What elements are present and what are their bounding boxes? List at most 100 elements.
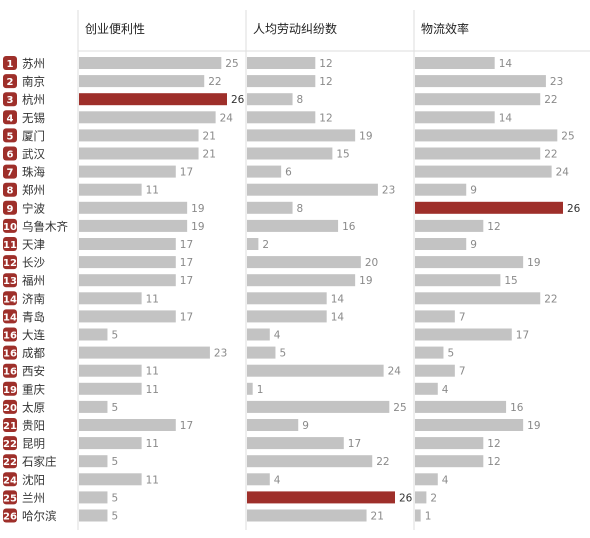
rank-label: 21	[3, 421, 17, 432]
value-label: 2	[430, 492, 437, 504]
bar	[79, 57, 222, 69]
bar	[247, 292, 327, 305]
city-label: 厦门	[22, 129, 45, 143]
bar	[415, 419, 524, 431]
bar	[247, 183, 378, 196]
bar	[79, 183, 142, 196]
rank-label: 10	[3, 222, 17, 233]
bar	[415, 274, 501, 287]
bar	[415, 346, 444, 359]
rank-badge	[3, 92, 17, 107]
bar	[247, 129, 356, 142]
value-label: 2	[262, 239, 269, 251]
city-label: 南京	[22, 75, 45, 89]
panel-title: 物流效率	[421, 21, 469, 36]
bar	[79, 111, 216, 124]
bar	[79, 238, 176, 250]
bar	[247, 111, 316, 124]
rank-badge	[3, 110, 17, 125]
bar	[79, 400, 108, 413]
bar	[415, 364, 455, 377]
bar	[415, 491, 427, 504]
bar	[247, 57, 316, 69]
bar	[247, 509, 367, 522]
rank-label: 20	[3, 403, 17, 414]
rank-label: 19	[3, 385, 17, 396]
bar	[79, 310, 176, 323]
value-label: 5	[279, 348, 286, 360]
bar	[79, 201, 188, 214]
rank-label: 16	[3, 367, 17, 378]
value-label: 9	[470, 239, 477, 251]
value-label: 17	[180, 275, 193, 287]
city-label: 成都	[22, 346, 45, 360]
value-label: 19	[527, 420, 540, 432]
city-label: 无锡	[22, 111, 45, 125]
bar	[247, 310, 327, 323]
city-label: 宁波	[22, 201, 45, 215]
city-label: 西安	[22, 364, 45, 378]
bar	[247, 93, 293, 106]
city-label: 杭州	[22, 93, 45, 107]
bar	[79, 219, 188, 232]
rank-badge	[3, 508, 17, 523]
rank-badge	[3, 436, 17, 451]
bar	[415, 183, 467, 196]
city-label: 长沙	[22, 256, 45, 270]
rank-label: 4	[7, 113, 14, 124]
rank-label: 11	[3, 240, 17, 251]
rank-label: 6	[7, 150, 14, 161]
value-label: 17	[180, 311, 193, 323]
bar	[415, 147, 541, 160]
value-label: 14	[499, 112, 513, 124]
bar	[79, 274, 176, 287]
value-label: 7	[459, 366, 466, 378]
value-label: 9	[302, 420, 309, 432]
bar	[79, 292, 142, 305]
bar	[79, 328, 108, 341]
rank-label: 22	[3, 457, 17, 468]
rank-badge	[3, 128, 17, 143]
value-label: 22	[376, 456, 389, 468]
city-label: 太原	[22, 400, 45, 414]
value-label: 11	[146, 384, 159, 396]
city-label: 苏州	[22, 57, 45, 71]
rank-label: 22	[3, 439, 17, 450]
bar	[79, 256, 176, 269]
bar	[415, 310, 455, 323]
rank-label: 2	[7, 77, 14, 88]
panel-title: 人均劳动纠纷数	[253, 21, 337, 36]
bar	[415, 292, 541, 305]
bar	[79, 382, 142, 395]
value-label: 4	[274, 330, 281, 342]
value-label: 25	[393, 402, 406, 414]
value-label: 15	[336, 149, 349, 161]
bar	[415, 93, 541, 106]
rank-badge	[3, 418, 17, 432]
bar	[247, 219, 339, 232]
bar	[247, 274, 356, 287]
bar	[79, 364, 142, 377]
bar-highlight	[79, 93, 227, 106]
bar	[415, 473, 438, 486]
rank-badge	[3, 291, 17, 306]
value-label: 5	[111, 492, 118, 504]
value-label: 5	[111, 456, 118, 468]
city-label: 重庆	[22, 382, 45, 396]
value-label: 4	[442, 474, 449, 486]
rank-badge	[3, 345, 17, 360]
rank-badge	[3, 200, 17, 215]
value-label: 22	[544, 94, 557, 106]
rank-badge	[3, 164, 17, 179]
rank-badge	[3, 381, 17, 396]
city-label: 武汉	[22, 147, 45, 161]
bar	[415, 509, 421, 522]
city-label: 大连	[22, 328, 45, 342]
value-label: 21	[203, 149, 216, 161]
value-label: 11	[146, 438, 159, 450]
value-label: 23	[550, 76, 563, 88]
value-label: 17	[180, 257, 193, 269]
rank-badge	[3, 182, 17, 197]
value-label: 6	[285, 167, 292, 179]
bar	[247, 346, 276, 359]
